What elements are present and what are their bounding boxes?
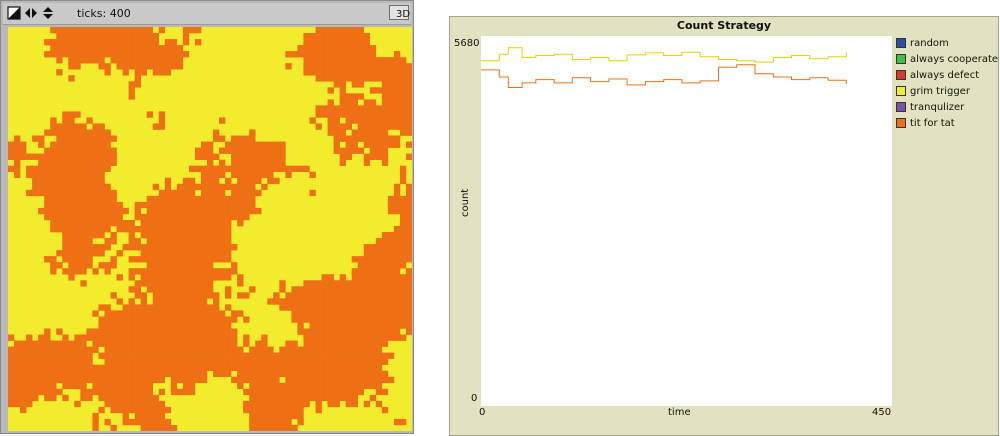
plot-title: Count Strategy [676,19,772,32]
world-toolbar: ticks: 400 3D [3,3,411,25]
world-grid[interactable] [8,27,412,431]
x-axis-label: time [668,407,691,418]
legend-label: tit for tat [910,117,955,129]
legend-item: grim trigger [896,83,998,99]
legend-item: always cooperate [896,51,998,67]
legend-label: always defect [910,69,980,81]
plot-area [481,36,892,406]
legend: random always cooperate always defect grim … [896,35,998,131]
x-axis-min-label: 0 [479,407,486,418]
y-axis-max-label: 5680 [454,38,480,49]
x-axis-max-label: 450 [872,407,892,418]
ticks-counter: ticks: 400 [77,7,131,20]
series-line-tit-for-tat [481,64,847,88]
y-axis-label: count [460,188,471,217]
series-line-grim-trigger [481,47,847,63]
arrows-left-right-icon[interactable] [24,6,38,20]
legend-swatch [896,86,906,96]
legend-label: random [910,37,949,49]
plot-canvas [481,47,847,88]
world-patches [8,27,412,431]
legend-label: tranqulizer [910,101,965,113]
view-3d-button[interactable]: 3D [389,5,410,20]
legend-swatch [896,102,906,112]
legend-swatch [896,38,906,48]
legend-item: random [896,35,998,51]
legend-item: tranqulizer [896,99,998,115]
y-axis-min-label: 0 [471,393,478,404]
legend-item: tit for tat [896,115,998,131]
legend-swatch [896,54,906,64]
zoom-fit-icon[interactable] [7,6,21,20]
legend-swatch [896,118,906,128]
world-view-panel: ticks: 400 3D [0,0,414,434]
legend-label: always cooperate [910,53,999,65]
count-strategy-plot: Count Strategy 5680 0 0 450 count time r… [449,16,999,436]
legend-item: always defect [896,67,998,83]
arrows-up-down-icon[interactable] [41,6,55,20]
legend-label: grim trigger [910,85,970,97]
legend-swatch [896,70,906,80]
